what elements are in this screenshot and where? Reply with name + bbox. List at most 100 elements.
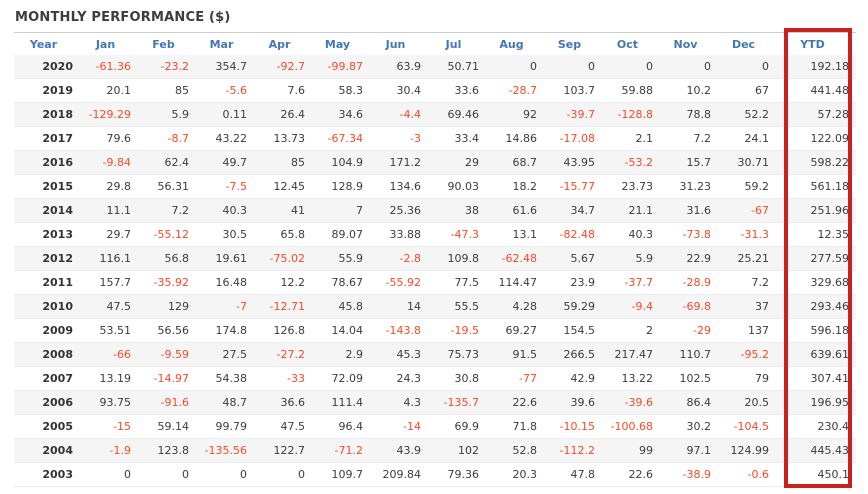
month-cell-nov: -73.8: [682, 228, 711, 241]
month-cell-nov: 22.9: [660, 246, 718, 271]
month-cell-jul: 77.5: [454, 276, 480, 289]
ytd-cell: 122.09: [810, 132, 850, 145]
month-cell-sep: -39.7: [544, 102, 602, 127]
column-header-aug[interactable]: Aug: [499, 38, 524, 51]
month-cell-jun: -4.4: [370, 102, 428, 127]
month-cell-jun: -3: [410, 132, 421, 145]
month-cell-mar: 16.48: [215, 276, 248, 289]
ytd-cell: 639.61: [776, 342, 856, 367]
month-cell-jan: 157.7: [99, 276, 132, 289]
month-cell-aug: 71.8: [512, 420, 538, 433]
month-cell-feb: 62.4: [138, 150, 196, 175]
column-header-year[interactable]: Year: [29, 38, 58, 51]
table-body: 2020 -61.36 -23.2 354.7 -92.7 -99.87 63.9 50.71…: [14, 55, 856, 487]
table-row-2016: 2016 -9.84 62.4 49.7 85 104.9 171.2 29 68.7 43.95…: [14, 150, 856, 175]
month-cell-jun: 30.4: [396, 84, 422, 97]
column-header-jan[interactable]: Jan: [95, 38, 116, 51]
ytd-cell: 450.1: [817, 468, 850, 481]
column-header-jun[interactable]: Jun: [385, 38, 406, 51]
month-cell-mar: 354.7: [196, 55, 254, 79]
month-cell-jan: -1.9: [80, 438, 138, 463]
year-cell: 2011: [42, 276, 73, 289]
year-cell: 2014: [14, 198, 80, 223]
month-cell-jan: -61.36: [80, 55, 138, 79]
table-row-2013: 2013 29.7 -55.12 30.5 65.8 89.07 33.88 -47.3 13.…: [14, 223, 856, 247]
month-cell-mar: 27.5: [196, 342, 254, 367]
column-header-apr[interactable]: Apr: [268, 38, 291, 51]
table-row-2009: 2009 53.51 56.56 174.8 126.8 14.04 -143.8 -19.5…: [14, 319, 856, 343]
month-cell-oct: 217.47: [602, 342, 660, 367]
month-cell-feb: 7.2: [138, 198, 196, 223]
table-row-2006: 2006 93.75 -91.6 48.7 36.6 111.4 4.3 -135.7 22.6…: [14, 390, 856, 415]
month-cell-may: 58.3: [338, 84, 364, 97]
column-header-ytd[interactable]: YTD: [800, 38, 825, 51]
month-cell-feb: 56.31: [157, 180, 190, 193]
month-cell-jun: 24.3: [396, 372, 422, 385]
year-cell: 2007: [42, 372, 73, 385]
month-cell-jun: 63.9: [370, 55, 428, 79]
month-cell-sep: 103.7: [563, 84, 596, 97]
month-cell-jul: 30.8: [454, 372, 480, 385]
year-cell: 2015: [42, 180, 73, 193]
month-cell-dec: -95.2: [718, 342, 776, 367]
month-cell-dec: 20.5: [718, 390, 776, 415]
column-header-sep[interactable]: Sep: [557, 38, 582, 51]
month-cell-dec: 67: [755, 84, 769, 97]
column-header-dec[interactable]: Dec: [731, 38, 756, 51]
month-cell-dec: 52.2: [718, 102, 776, 127]
month-cell-oct: -100.68: [610, 420, 653, 433]
month-cell-jun: 43.9: [370, 438, 428, 463]
year-cell: 2017: [42, 132, 73, 145]
month-cell-feb: 123.8: [138, 438, 196, 463]
column-header-nov[interactable]: Nov: [673, 38, 698, 51]
column-header-feb[interactable]: Feb: [152, 38, 175, 51]
month-cell-oct: 5.9: [602, 246, 660, 271]
month-cell-feb: 0: [182, 468, 189, 481]
month-cell-nov: 15.7: [660, 150, 718, 175]
ytd-cell: 561.18: [810, 180, 850, 193]
table-row-2011: 2011 157.7 -35.92 16.48 12.2 78.67 -55.92 77.5 1…: [14, 271, 856, 295]
year-cell: 2003: [42, 468, 73, 481]
month-cell-jun: -14: [403, 420, 421, 433]
month-cell-apr: 12.45: [273, 180, 306, 193]
month-cell-jun: 25.36: [370, 198, 428, 223]
month-cell-nov: 78.8: [660, 102, 718, 127]
month-cell-jan: 20.1: [106, 84, 132, 97]
month-cell-jan: -66: [80, 342, 138, 367]
month-cell-dec: 137: [748, 324, 769, 337]
month-cell-mar: 43.22: [215, 132, 248, 145]
month-cell-aug: 4.28: [486, 294, 544, 319]
month-cell-feb: 56.8: [138, 246, 196, 271]
table-row-2019: 2019 20.1 85 -5.6 7.6 58.3 30.4 33.6 -28.7 103.7 5…: [14, 79, 856, 103]
month-cell-nov: -29: [693, 324, 711, 337]
month-cell-aug: 0: [486, 55, 544, 79]
month-cell-nov: -28.9: [682, 276, 711, 289]
month-cell-jun: 134.6: [389, 180, 422, 193]
ytd-cell: 57.28: [776, 102, 856, 127]
month-cell-oct: 40.3: [628, 228, 654, 241]
column-header-jul[interactable]: Jul: [445, 38, 462, 51]
column-header-may[interactable]: May: [324, 38, 351, 51]
month-cell-oct: 13.22: [621, 372, 654, 385]
month-cell-oct: 23.73: [621, 180, 654, 193]
column-header-oct[interactable]: Oct: [616, 38, 639, 51]
month-cell-jan: 53.51: [99, 324, 132, 337]
month-cell-sep: 5.67: [544, 246, 602, 271]
month-cell-mar: 49.7: [196, 150, 254, 175]
month-cell-dec: -104.5: [733, 420, 769, 433]
month-cell-apr: -27.2: [254, 342, 312, 367]
month-cell-nov: 31.23: [679, 180, 712, 193]
month-cell-apr: -92.7: [254, 55, 312, 79]
month-cell-mar: 40.3: [196, 198, 254, 223]
month-cell-dec: -67: [718, 198, 776, 223]
month-cell-nov: 31.6: [660, 198, 718, 223]
month-cell-dec: 79: [755, 372, 769, 385]
month-cell-apr: 41: [254, 198, 312, 223]
month-cell-nov: 7.2: [693, 132, 712, 145]
year-cell: 2006: [14, 390, 80, 415]
month-cell-nov: -69.8: [660, 294, 718, 319]
month-cell-aug: 18.2: [512, 180, 538, 193]
month-cell-dec: 37: [718, 294, 776, 319]
column-header-mar[interactable]: Mar: [209, 38, 234, 51]
month-cell-may: 14.04: [331, 324, 364, 337]
